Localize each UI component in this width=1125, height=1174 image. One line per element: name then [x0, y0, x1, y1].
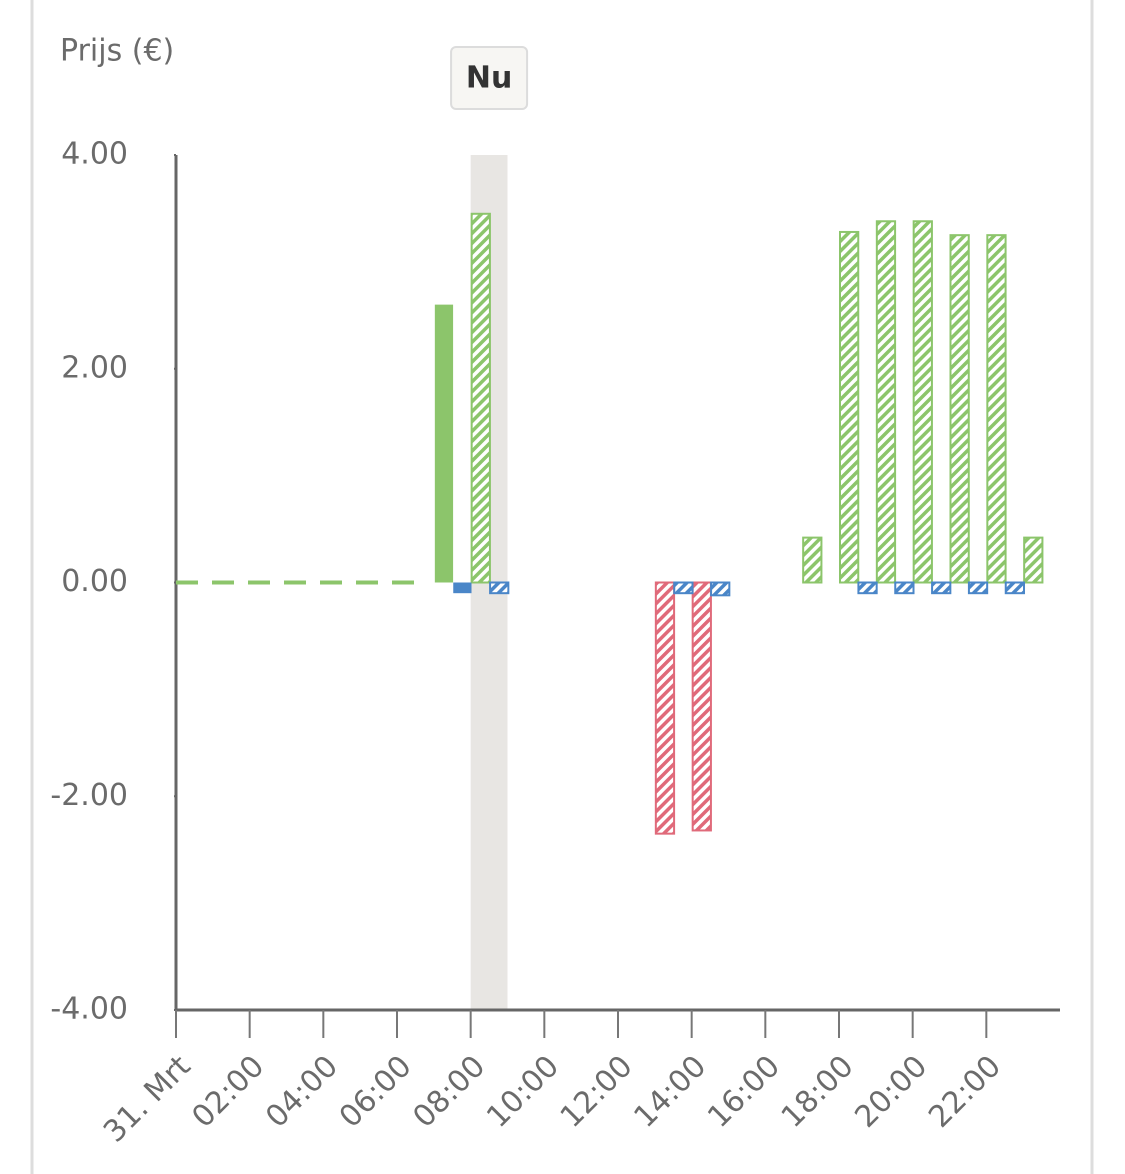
bar [949, 234, 970, 584]
bar [691, 581, 712, 832]
x-tick-label: 16:00 [701, 1049, 787, 1135]
x-tick-label: 10:00 [480, 1049, 566, 1135]
x-tick-label: 22:00 [922, 1049, 1008, 1135]
bar [673, 581, 694, 595]
x-tick-label: 20:00 [848, 1049, 934, 1135]
bar [1004, 581, 1026, 595]
bar [654, 581, 676, 835]
y-tick-label: 0.00 [61, 564, 128, 599]
bar [931, 581, 952, 595]
x-tick-label: 31. Mrt [97, 1049, 198, 1150]
x-tick-label: 06:00 [333, 1049, 419, 1135]
bar [967, 581, 989, 595]
bar [470, 212, 491, 584]
now-label-box [450, 46, 529, 110]
y-axis-title: Prijs (€) [60, 34, 174, 69]
bar [710, 581, 731, 597]
y-tick-label: -4.00 [50, 992, 128, 1027]
bar [912, 220, 933, 584]
bar [839, 230, 860, 584]
bar [875, 220, 897, 584]
y-tick-label: 2.00 [61, 350, 128, 385]
y-tick-label: -2.00 [50, 778, 128, 813]
x-tick-label: 08:00 [406, 1049, 492, 1135]
x-tick-label: 12:00 [554, 1049, 640, 1135]
bar [986, 234, 1007, 584]
bar [434, 304, 454, 583]
bar [1023, 536, 1044, 584]
x-tick-label: 04:00 [259, 1049, 345, 1135]
bar [894, 581, 915, 595]
y-tick-label: 4.00 [61, 137, 128, 172]
bar [453, 582, 472, 594]
bar [489, 581, 510, 595]
x-tick-label: 18:00 [775, 1049, 861, 1135]
x-tick-label: 02:00 [185, 1049, 271, 1135]
x-tick-label: 14:00 [627, 1049, 713, 1135]
now-label: Nu [466, 61, 512, 96]
bar [857, 581, 878, 595]
bar [802, 536, 823, 584]
